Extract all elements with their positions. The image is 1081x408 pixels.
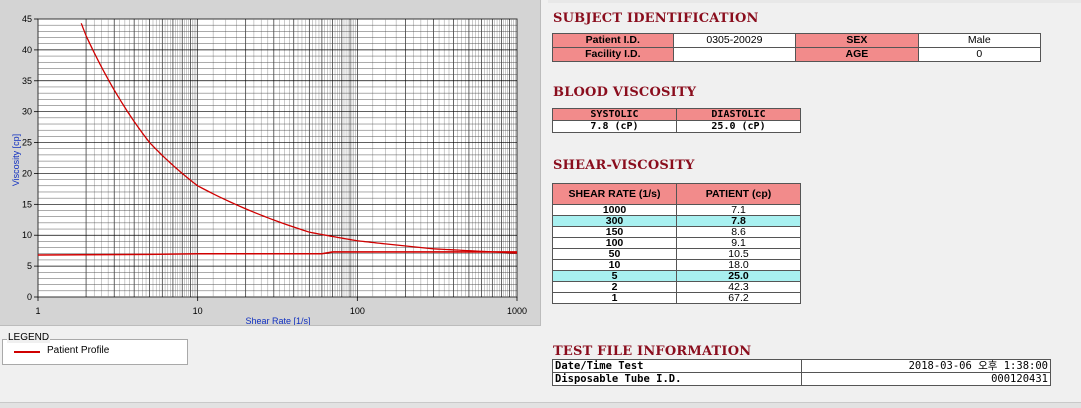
shear-rate-header: SHEAR RATE (1/s) [552,183,677,205]
legend-line-swatch [14,351,40,353]
x-tick-label: 10 [193,306,203,316]
shear-rate-cell: 50 [552,248,677,260]
y-tick-label: 40 [22,45,32,55]
subject-identification-title: SUBJECT IDENTIFICATION [553,11,759,26]
x-tick-label: 1 [35,306,40,316]
y-tick-label: 30 [22,107,32,117]
shear-row: 10 18.0 [552,259,801,271]
y-tick-label: 5 [27,261,32,271]
status-bar [0,402,1081,408]
y-tick-label: 20 [22,168,32,178]
blood-viscosity-title: BLOOD VISCOSITY [553,85,697,100]
test-file-information-title: TEST FILE INFORMATION [553,344,752,359]
y-axis-label: Viscosity [cp] [11,134,21,186]
shear-rate-cell: 300 [552,215,677,227]
x-tick-label: 1000 [507,306,527,316]
y-tick-label: 45 [22,14,32,24]
shear-rate-cell: 10 [552,259,677,271]
sex-label: SEX [795,33,919,48]
systolic-value: 7.8 (cP) [552,120,677,133]
diastolic-label: DIASTOLIC [676,108,801,121]
patient-cp-cell: 9.1 [676,237,801,249]
shear-viscosity-table: SHEAR RATE (1/s) PATIENT (cp) 1000 7.1 300… [552,183,801,304]
shear-row: 100 9.1 [552,237,801,249]
patient-profile-curve [80,23,518,254]
shear-row: 300 7.8 [552,215,801,227]
shear-viscosity-title: SHEAR-VISCOSITY [553,158,695,173]
tube-id-value: 000120431 [801,372,1051,386]
baseline-curve [37,251,517,256]
shear-row: 1000 7.1 [552,204,801,216]
date-time-value: 2018-03-06 오후 1:38:00 [801,359,1051,373]
facility-id-value [672,47,797,62]
y-tick-label: 25 [22,138,32,148]
patient-cp-cell: 7.1 [676,204,801,216]
systolic-label: SYSTOLIC [552,108,677,121]
x-tick-label: 100 [350,306,365,316]
legend-title: LEGEND [7,332,51,343]
shear-rate-cell: 100 [552,237,677,249]
shear-row: 5 25.0 [552,270,801,282]
blood-viscosity-table: SYSTOLIC DIASTOLIC 7.8 (cP) 25.0 (cP) [552,108,801,133]
sex-value: Male [917,33,1042,48]
patient-cp-cell: 18.0 [676,259,801,271]
age-value: 0 [917,47,1042,62]
facility-id-label: Facility I.D. [552,47,674,62]
subject-table: Patient I.D. 0305-20029 SEX Male Facilit… [552,33,1042,62]
patient-cp-cell: 10.5 [676,248,801,260]
shear-row: 2 42.3 [552,281,801,293]
test-file-table: Date/Time Test 2018-03-06 오후 1:38:00 Dis… [552,359,1051,386]
patient-cp-cell: 7.8 [676,215,801,227]
legend-box: LEGEND Patient Profile [2,332,188,365]
x-axis-label: Shear Rate [1/s] [245,316,310,325]
shear-row: 1 67.2 [552,292,801,304]
shear-row: 150 8.6 [552,226,801,238]
patient-cp-cell: 42.3 [676,281,801,293]
y-tick-label: 15 [22,199,32,209]
legend-label: Patient Profile [47,345,110,356]
patient-cp-cell: 67.2 [676,292,801,304]
viscosity-plot-panel: 0 5 10 15 20 25 30 35 40 45 1 10 100 1000 Shear Rate … [0,0,541,326]
patient-id-label: Patient I.D. [552,33,674,48]
patient-cp-cell: 25.0 [676,270,801,282]
shear-rate-cell: 2 [552,281,677,293]
shear-rate-cell: 1 [552,292,677,304]
shear-rate-cell: 150 [552,226,677,238]
y-tick-label: 0 [27,292,32,302]
diastolic-value: 25.0 (cP) [676,120,801,133]
shear-row: 50 10.5 [552,248,801,260]
patient-id-value: 0305-20029 [672,33,797,48]
y-tick-label: 10 [22,230,32,240]
date-time-label: Date/Time Test [552,359,802,373]
top-strip [548,0,1081,3]
viscosity-chart: 0 5 10 15 20 25 30 35 40 45 1 10 100 1000 Shear Rate … [11,14,527,326]
shear-rate-cell: 5 [552,270,677,282]
y-tick-label: 35 [22,76,32,86]
patient-cp-cell: 8.6 [676,226,801,238]
shear-rate-cell: 1000 [552,204,677,216]
plot-area [37,18,518,298]
patient-cp-header: PATIENT (cp) [676,183,801,205]
tube-id-label: Disposable Tube I.D. [552,372,802,386]
age-label: AGE [795,47,919,62]
